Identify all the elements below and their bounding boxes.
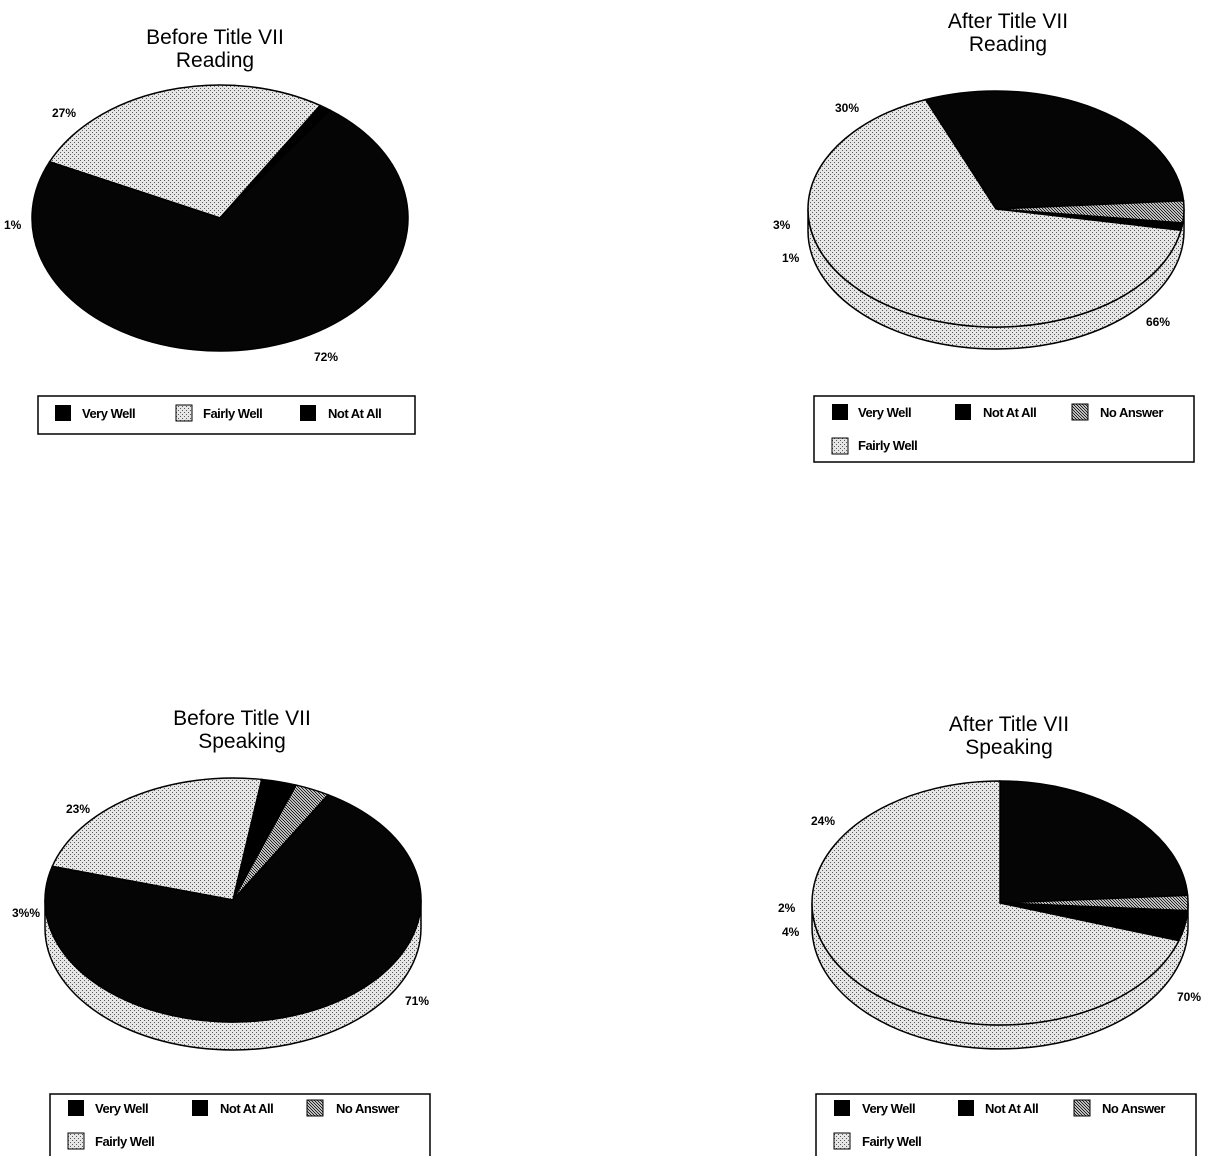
legend: Very Well Not At All No Answer Fairly We… <box>49 1093 431 1156</box>
legend-box <box>49 1093 431 1156</box>
legend-label-not-at-all: Not At All <box>985 1101 1038 1116</box>
legend-swatch-not-at-all <box>958 1100 974 1116</box>
legend-swatch-no-answer <box>1071 403 1089 421</box>
pie-slice-fairly-well <box>811 780 1180 1026</box>
slice-label-fairly-well: 70% <box>1177 990 1201 1004</box>
pie-0 <box>31 84 409 352</box>
pie-2 <box>44 777 422 1051</box>
chart-subtitle: Speaking <box>198 730 286 753</box>
legend-label-no-answer: No Answer <box>336 1101 399 1116</box>
pie-slice-not-at-all <box>999 780 1189 904</box>
legend-swatch-not-at-all <box>192 1100 208 1116</box>
legend-swatch-very-well <box>68 1100 84 1116</box>
legend-box <box>813 395 1195 463</box>
legend-swatch-very-well <box>55 405 71 421</box>
pie-3 <box>811 780 1189 1050</box>
legend-label-very-well: Very Well <box>95 1101 148 1116</box>
legend-swatch-not-at-all <box>955 404 971 420</box>
legend-label-fairly-well: Fairly Well <box>862 1134 921 1149</box>
pie-slice-not-at-all <box>924 90 1185 210</box>
slice-label-very-well: 1% <box>4 218 22 232</box>
legend: Very Well Not At All No Answer Fairly We… <box>815 1093 1197 1156</box>
legend: Very Well Fairly Well Not At All <box>37 395 416 435</box>
pie-chart-after-reading: After Title VII Reading 30% 3% 1% 66% Ve… <box>773 10 1195 463</box>
chart-title: Before Title VII <box>173 707 311 730</box>
legend-label-not-at-all: Not At All <box>328 406 381 421</box>
chart-title: Before Title VII <box>146 26 284 49</box>
legend-swatch-fairly-well <box>67 1132 85 1150</box>
chart-subtitle: Reading <box>969 33 1047 56</box>
legend: Very Well Not At All No Answer Fairly We… <box>813 395 1195 463</box>
chart-subtitle: Reading <box>176 49 254 72</box>
legend-box <box>815 1093 1197 1156</box>
legend-swatch-no-answer <box>306 1099 324 1117</box>
pie-slice-fairly-well <box>48 84 322 219</box>
slice-label-no-answer: 3%% <box>12 906 40 920</box>
legend-label-not-at-all: Not At All <box>983 405 1036 420</box>
slice-label-no-answer: 2% <box>778 901 796 915</box>
pie-slice-not-at-all <box>31 109 409 352</box>
slice-label-not-at-all: 71% <box>405 994 429 1008</box>
slice-label-very-well: 1% <box>782 251 800 265</box>
slice-label-not-at-all: 72% <box>314 350 338 364</box>
slice-label-fairly-well: 23% <box>66 802 90 816</box>
legend-swatch-not-at-all <box>300 405 316 421</box>
pie-slice-fairly-well <box>807 98 1182 328</box>
pie-chart-before-reading: Before Title VII Reading 27% 1% 72% Very… <box>4 26 416 435</box>
legend-label-very-well: Very Well <box>862 1101 915 1116</box>
slice-label-not-at-all: 30% <box>835 101 859 115</box>
slice-label-very-well: 4% <box>782 925 800 939</box>
legend-label-fairly-well: Fairly Well <box>95 1134 154 1149</box>
slice-label-no-answer: 3% <box>773 218 791 232</box>
chart-subtitle: Speaking <box>965 736 1053 759</box>
pie-chart-after-speaking: After Title VII Speaking 24% 2% 4% 70% V… <box>778 713 1201 1156</box>
chart-title: After Title VII <box>948 10 1068 33</box>
legend-label-no-answer: No Answer <box>1100 405 1163 420</box>
slice-label-fairly-well: 27% <box>52 106 76 120</box>
legend-swatch-fairly-well <box>831 437 849 455</box>
pie-slice-not-at-all <box>44 793 422 1023</box>
legend-swatch-no-answer <box>1073 1099 1091 1117</box>
legend-swatch-fairly-well <box>175 404 193 422</box>
legend-label-fairly-well: Fairly Well <box>858 438 917 453</box>
legend-swatch-very-well <box>834 1100 850 1116</box>
legend-label-very-well: Very Well <box>82 406 135 421</box>
pie-slice-fairly-well <box>51 777 263 901</box>
legend-label-not-at-all: Not At All <box>220 1101 273 1116</box>
legend-swatch-very-well <box>832 404 848 420</box>
legend-swatch-fairly-well <box>833 1132 851 1150</box>
legend-label-fairly-well: Fairly Well <box>203 406 262 421</box>
legend-label-no-answer: No Answer <box>1102 1101 1165 1116</box>
slice-label-fairly-well: 66% <box>1146 315 1170 329</box>
chart-title: After Title VII <box>949 713 1069 736</box>
pie-1 <box>807 90 1185 350</box>
pie-chart-before-speaking: Before Title VII Speaking 23% 3%% 71% Ve… <box>12 707 431 1156</box>
legend-label-very-well: Very Well <box>858 405 911 420</box>
slice-label-not-at-all: 24% <box>811 814 835 828</box>
legend-box <box>37 395 416 435</box>
